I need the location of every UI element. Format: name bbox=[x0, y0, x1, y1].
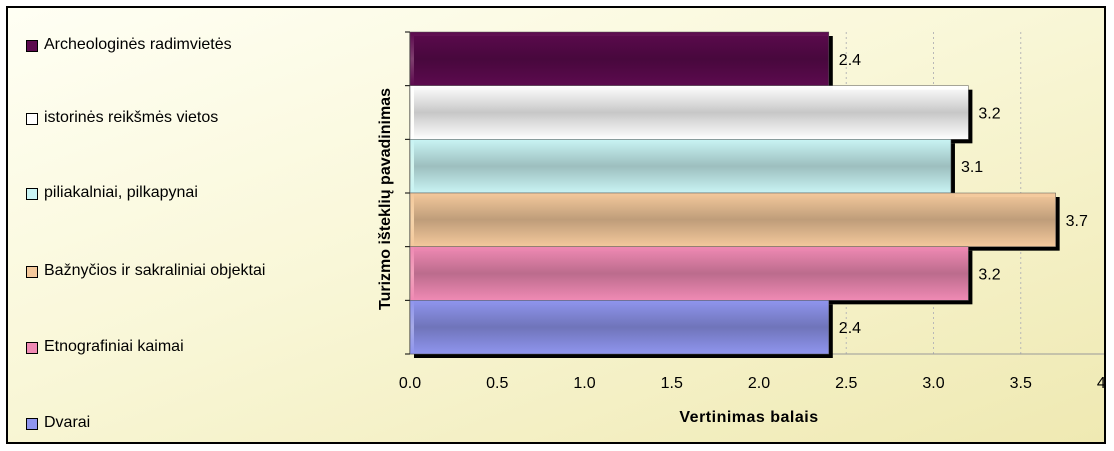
x-tick-label: 0.0 bbox=[399, 375, 421, 392]
x-axis-title: Vertinimas balais bbox=[679, 409, 818, 426]
bar bbox=[409, 85, 969, 140]
legend-item: piliakalniai, pilkapynai bbox=[26, 182, 198, 204]
x-tick-label: 0.5 bbox=[486, 375, 508, 392]
legend-item: Etnografiniai kaimai bbox=[26, 336, 184, 358]
legend-label: piliakalniai, pilkapynai bbox=[44, 184, 198, 201]
data-label: 3.7 bbox=[1066, 213, 1088, 230]
data-label: 3.1 bbox=[961, 159, 983, 176]
legend-swatch bbox=[26, 342, 38, 354]
legend-label: istorinės reikšmės vietos bbox=[44, 109, 219, 126]
bar bbox=[409, 139, 952, 194]
bar bbox=[409, 31, 830, 86]
chart-area: Archeologinės radimvietės istorinės reik… bbox=[6, 6, 1106, 444]
legend-swatch bbox=[26, 418, 38, 430]
x-tick-label: 2.0 bbox=[748, 375, 770, 392]
legend-label: Archeologinės radimvietės bbox=[44, 36, 232, 53]
y-axis-title: Turizmo išteklių pavadinimas bbox=[377, 88, 394, 310]
bar bbox=[409, 246, 969, 301]
x-tick-label: 2.5 bbox=[835, 375, 857, 392]
bar bbox=[409, 300, 830, 355]
legend-swatch bbox=[26, 266, 38, 278]
x-tick-label: 1.5 bbox=[661, 375, 683, 392]
plot-area: 2.4 3.2 3.1 3.7 3.2 2.4 0.0 0.5 1.0 1.5 2.0 2.5 3.0 3… bbox=[377, 31, 1104, 426]
legend-item: Bažnyčios ir sakraliniai objektai bbox=[26, 260, 265, 282]
data-label: 3.2 bbox=[978, 267, 1000, 284]
legend-label: Dvarai bbox=[44, 414, 91, 431]
data-label: 3.2 bbox=[978, 106, 1000, 123]
x-tick-label: 3.5 bbox=[1010, 375, 1032, 392]
legend-item: istorinės reikšmės vietos bbox=[26, 107, 218, 129]
data-label: 2.4 bbox=[839, 320, 861, 337]
bar bbox=[409, 192, 1056, 247]
legend-label: Etnografiniai kaimai bbox=[44, 338, 184, 355]
legend-swatch bbox=[26, 188, 38, 200]
legend-label: Bažnyčios ir sakraliniai objektai bbox=[44, 262, 266, 279]
x-tick-label: 1.0 bbox=[573, 375, 595, 392]
legend-swatch bbox=[26, 113, 38, 125]
legend-item: Archeologinės radimvietės bbox=[26, 34, 232, 56]
x-tick-label: 3.0 bbox=[922, 375, 944, 392]
legend-item: Dvarai bbox=[26, 412, 90, 434]
data-label: 2.4 bbox=[839, 52, 861, 69]
legend: Archeologinės radimvietės istorinės reik… bbox=[8, 8, 368, 446]
legend-swatch bbox=[26, 40, 38, 52]
x-tick-label: 4.0 bbox=[1097, 375, 1104, 392]
